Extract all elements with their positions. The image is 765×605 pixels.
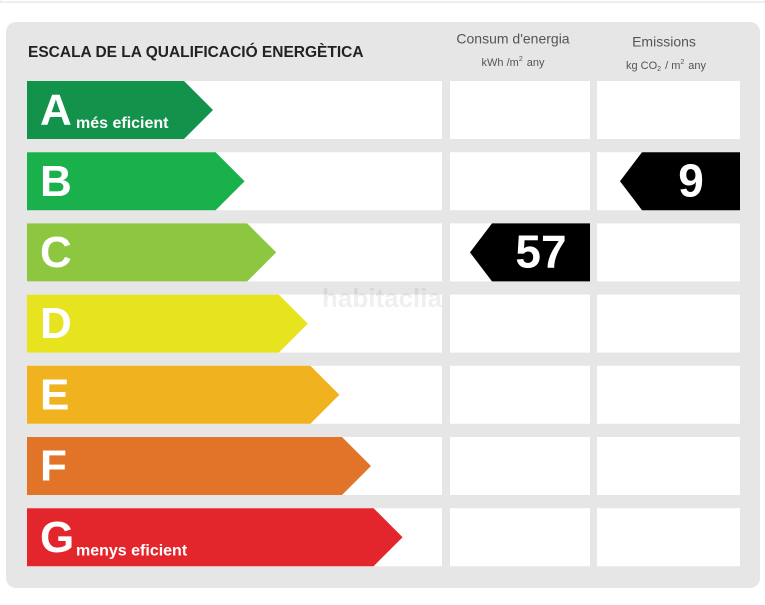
grade-letter: F <box>40 442 67 491</box>
grade-letter: A <box>40 86 72 135</box>
cell <box>450 365 590 424</box>
emissions-value: 9 <box>678 154 704 206</box>
grade-arrow <box>27 81 213 139</box>
grade-letter: D <box>40 299 72 348</box>
consumption-marker <box>470 223 590 282</box>
grade-arrow <box>27 223 277 282</box>
cell <box>450 437 590 495</box>
grade-label: més eficient <box>76 115 169 132</box>
grade-label: menys eficient <box>76 542 188 559</box>
cell <box>597 437 740 495</box>
cell <box>450 81 590 139</box>
consumption-unit: kWh /m2 any <box>482 56 545 69</box>
grade-arrow <box>27 365 340 424</box>
cell <box>597 508 740 567</box>
cell <box>597 81 740 139</box>
grade-arrow <box>27 437 371 495</box>
emissions-title: Emissions <box>632 34 696 50</box>
grade-arrow <box>27 152 245 211</box>
emissions-unit: kg CO2/ m2 any <box>626 59 707 73</box>
title: ESCALA DE LA QUALIFICACIÓ ENERGÈTICA <box>28 43 364 61</box>
top-strip <box>0 0 765 3</box>
grade-letter: G <box>40 513 74 562</box>
grade-letter: B <box>40 157 72 206</box>
consumption-title: Consum d'energia <box>456 31 569 47</box>
grade-arrow <box>27 294 308 353</box>
cell <box>597 294 740 353</box>
grade-letter: E <box>40 370 69 419</box>
emissions-marker <box>620 152 740 211</box>
cell <box>450 294 590 353</box>
consumption-value: 57 <box>515 226 566 278</box>
cell <box>450 508 590 567</box>
grade-arrow <box>27 508 403 567</box>
watermark: habitaclia <box>322 283 442 313</box>
cell <box>597 365 740 424</box>
grade-letter: C <box>40 228 72 277</box>
cell <box>450 152 590 211</box>
cell <box>597 223 740 282</box>
